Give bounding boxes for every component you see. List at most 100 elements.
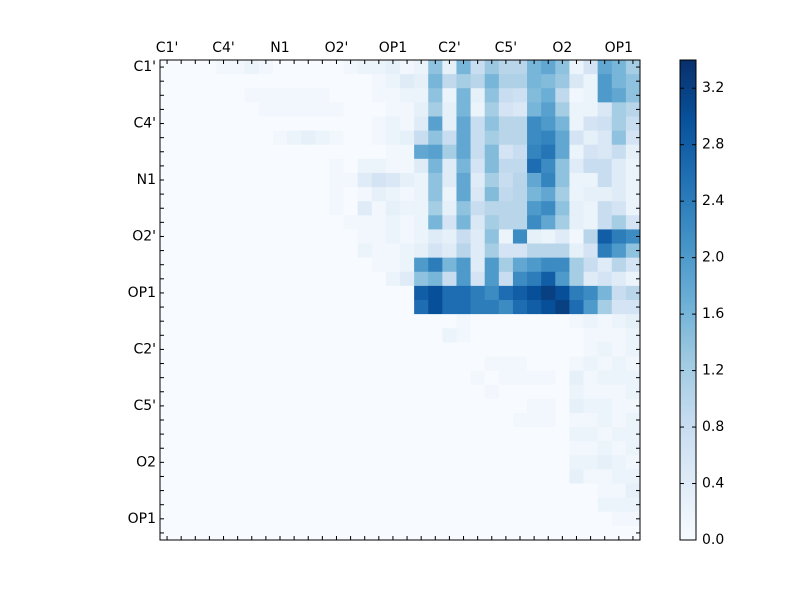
cell	[512, 370, 528, 386]
cell	[287, 116, 302, 132]
cell	[470, 158, 486, 174]
cell	[188, 483, 203, 499]
cell	[329, 229, 345, 245]
cell	[188, 469, 203, 485]
cell	[527, 300, 542, 315]
cell	[428, 243, 443, 259]
cell	[597, 144, 613, 160]
cell	[541, 102, 556, 117]
cell	[385, 483, 401, 499]
cell	[287, 243, 302, 259]
cell	[569, 483, 585, 499]
cell	[583, 441, 599, 456]
cell	[315, 144, 330, 160]
cell	[569, 257, 585, 273]
cell	[611, 455, 627, 470]
cell	[583, 427, 599, 442]
cell	[287, 271, 302, 287]
cell	[470, 469, 486, 485]
cell	[315, 130, 330, 146]
cell	[583, 88, 599, 103]
cell	[414, 384, 429, 400]
cell	[414, 314, 429, 329]
cell	[498, 243, 514, 259]
cell	[202, 427, 217, 442]
cell	[301, 441, 316, 456]
cell	[428, 187, 443, 202]
cell	[315, 412, 330, 428]
cell	[258, 441, 274, 456]
cell	[216, 469, 232, 485]
cell	[428, 511, 443, 527]
cell	[385, 243, 401, 259]
cell	[371, 342, 387, 357]
cell	[230, 201, 246, 216]
cell	[611, 469, 627, 485]
cell	[428, 74, 443, 89]
cell	[456, 257, 472, 273]
cell	[343, 441, 359, 456]
cell	[498, 158, 514, 174]
cell	[583, 116, 599, 132]
cell	[442, 469, 457, 485]
cell	[470, 342, 486, 357]
cell	[371, 271, 387, 287]
cell	[541, 257, 556, 273]
x-tick-label: OP1	[379, 40, 407, 56]
cell	[414, 215, 429, 230]
cell	[625, 201, 641, 216]
cell	[555, 88, 570, 103]
cell	[188, 342, 203, 357]
cell	[470, 88, 486, 103]
cell	[442, 412, 457, 428]
cell	[287, 469, 302, 485]
cell	[428, 229, 443, 245]
cell	[569, 441, 585, 456]
cell	[512, 356, 528, 372]
cell	[174, 144, 189, 160]
cell	[498, 356, 514, 372]
cell	[484, 243, 500, 259]
cell	[230, 483, 246, 499]
cell	[484, 285, 500, 301]
cell	[315, 215, 330, 230]
cell	[329, 187, 345, 202]
cell	[512, 271, 528, 287]
cell	[555, 328, 570, 343]
cell	[244, 229, 260, 245]
cell	[385, 398, 401, 414]
cell	[442, 243, 457, 259]
cell	[385, 74, 401, 89]
cell	[371, 455, 387, 470]
cell	[583, 469, 599, 485]
cell	[442, 328, 457, 343]
cell	[583, 497, 599, 513]
cell	[498, 300, 514, 315]
cell	[527, 497, 542, 513]
cell	[244, 483, 260, 499]
cell	[470, 285, 486, 301]
cell	[400, 271, 415, 287]
cell	[541, 271, 556, 287]
cell	[272, 328, 288, 343]
cell	[498, 102, 514, 117]
cell	[202, 441, 217, 456]
cell	[555, 398, 570, 414]
cell	[202, 60, 217, 75]
cell	[343, 314, 359, 329]
cell	[301, 74, 316, 89]
cell	[597, 74, 613, 89]
cell	[428, 102, 443, 117]
cell	[512, 88, 528, 103]
cell	[625, 497, 641, 513]
cell	[625, 469, 641, 485]
cell	[555, 144, 570, 160]
cell	[583, 201, 599, 216]
cell	[597, 172, 613, 188]
cell	[385, 511, 401, 527]
cell	[414, 257, 429, 273]
cell	[583, 314, 599, 329]
cell	[357, 144, 373, 160]
cell	[160, 172, 175, 188]
cell	[160, 441, 175, 456]
